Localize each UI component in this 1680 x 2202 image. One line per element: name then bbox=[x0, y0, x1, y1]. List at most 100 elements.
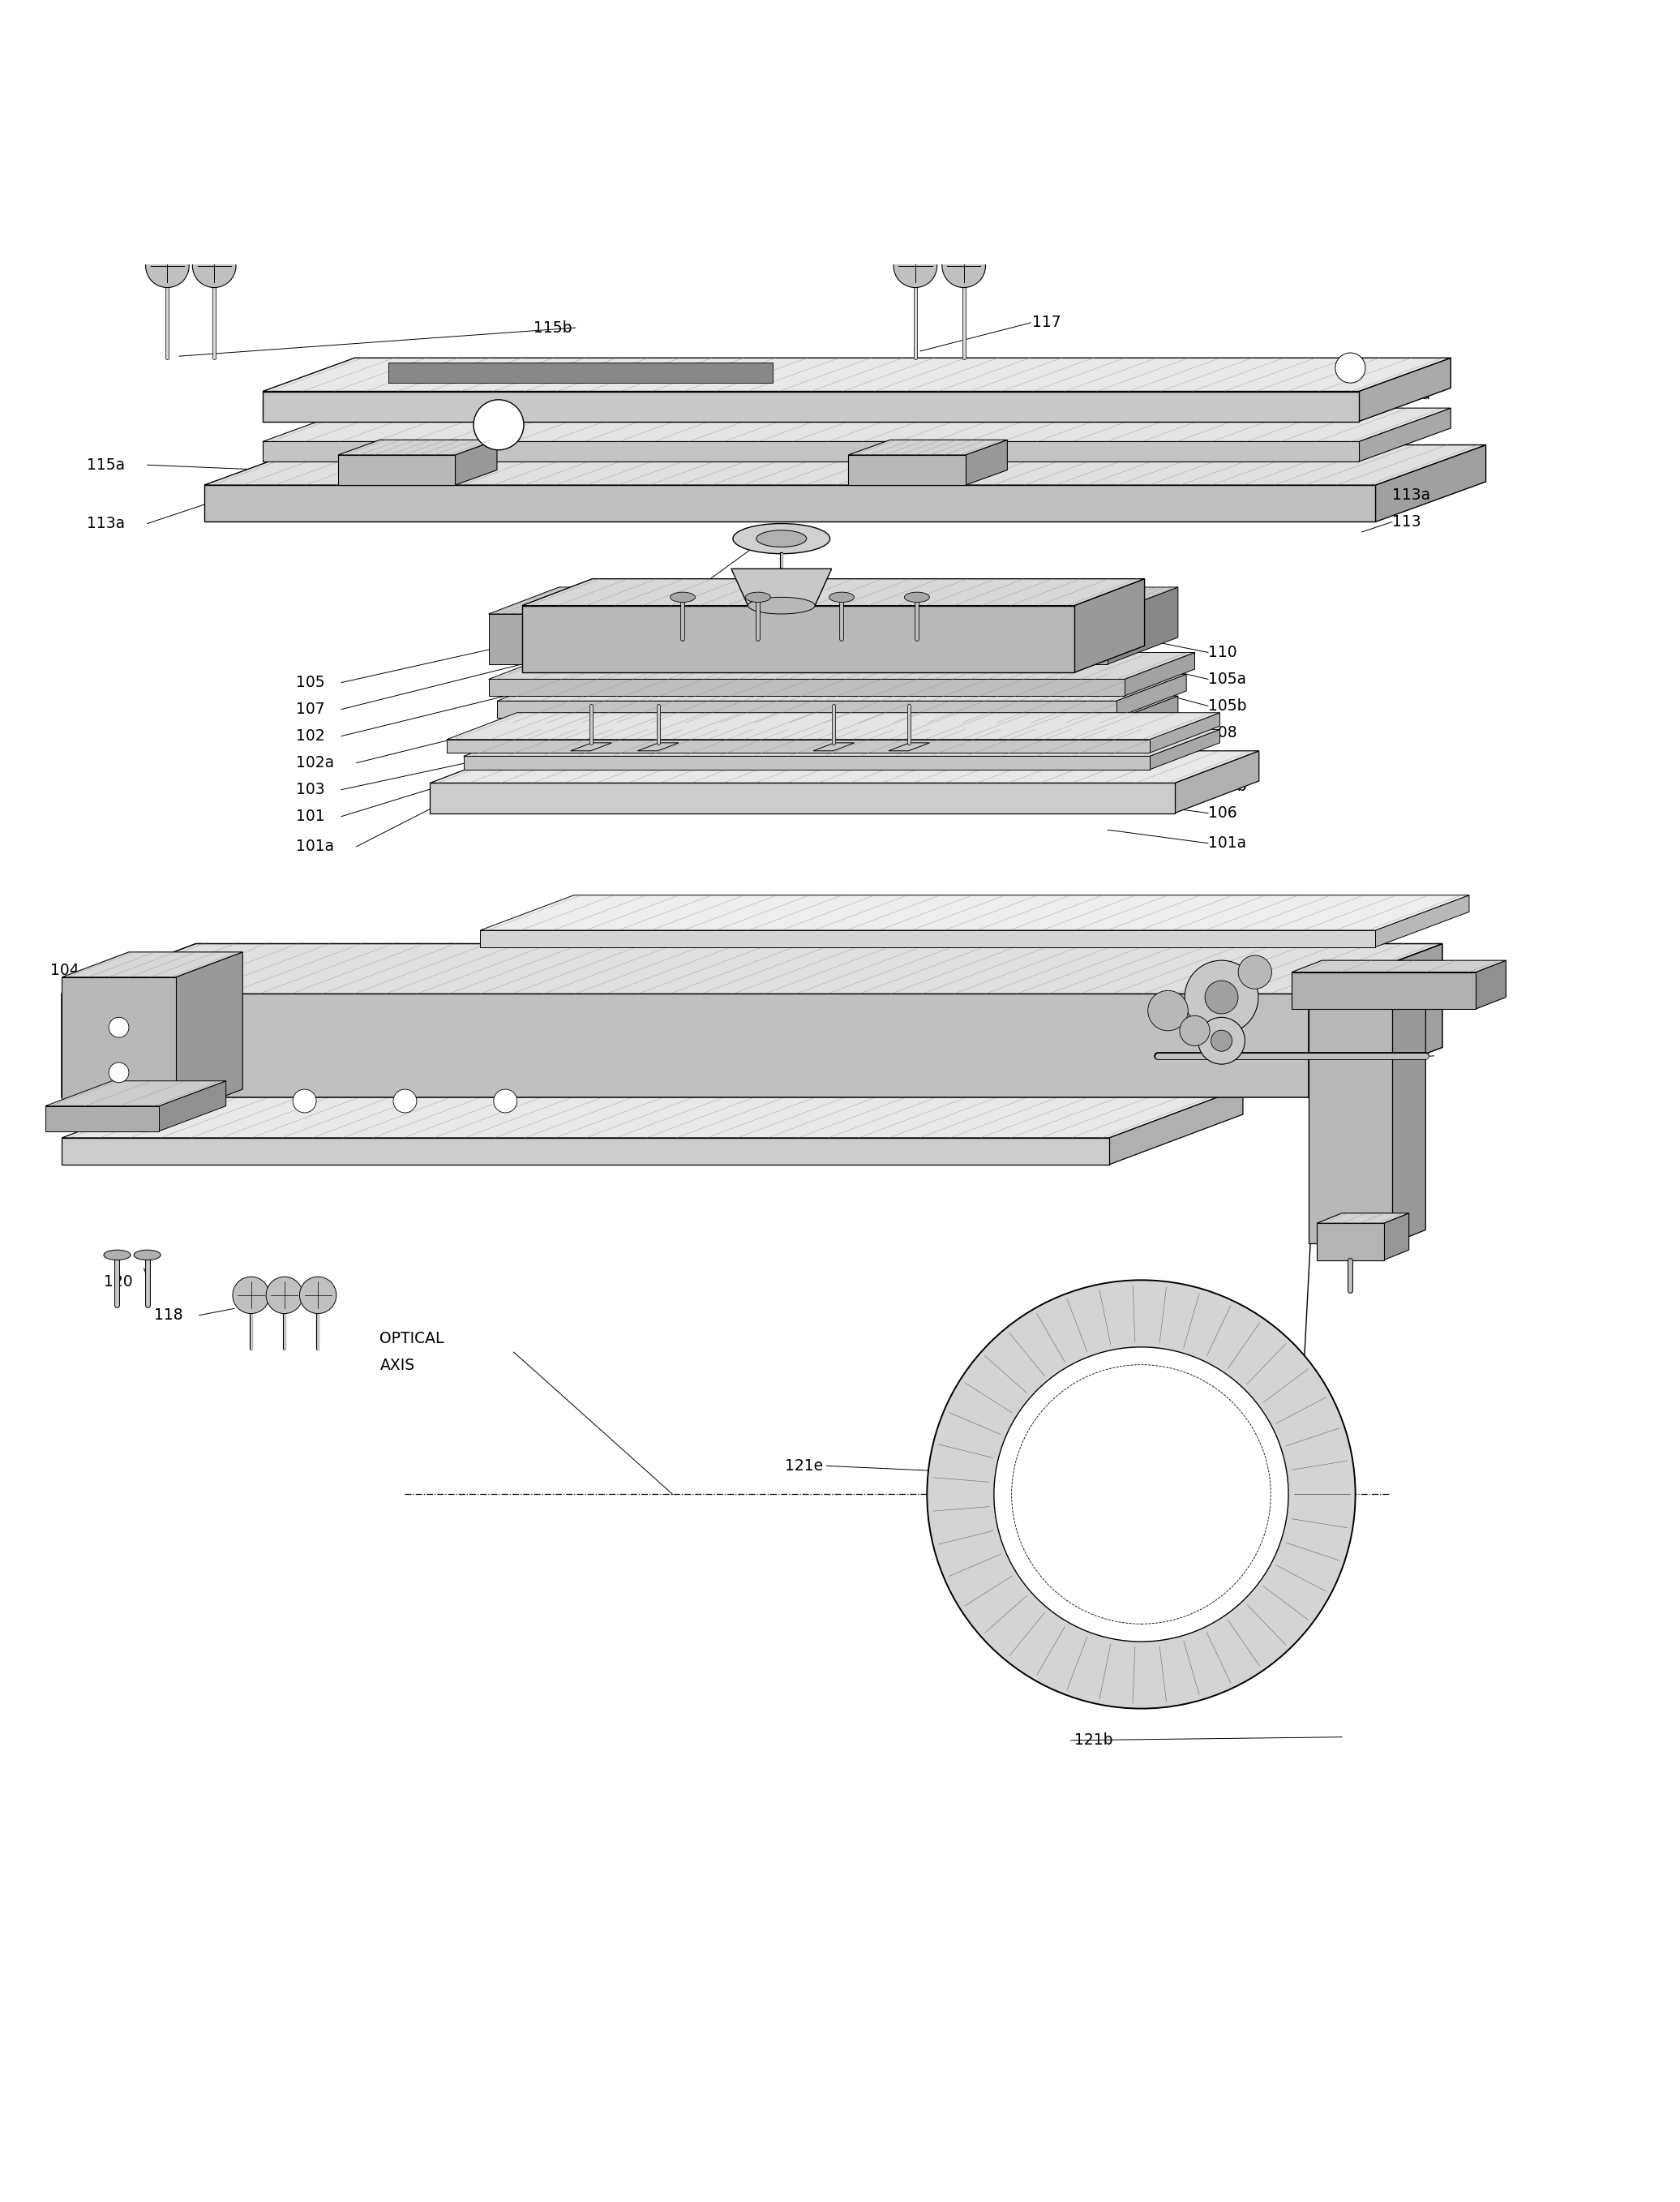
Polygon shape bbox=[637, 742, 679, 751]
Polygon shape bbox=[45, 1105, 160, 1132]
Ellipse shape bbox=[670, 592, 696, 601]
Polygon shape bbox=[1149, 713, 1220, 753]
Text: 121e: 121e bbox=[785, 1458, 823, 1473]
Text: 120: 120 bbox=[104, 1275, 133, 1290]
Circle shape bbox=[494, 1090, 517, 1112]
Circle shape bbox=[265, 1277, 302, 1315]
Ellipse shape bbox=[104, 1251, 131, 1260]
Polygon shape bbox=[497, 674, 1186, 700]
Polygon shape bbox=[1376, 445, 1485, 522]
Polygon shape bbox=[1359, 407, 1452, 462]
Polygon shape bbox=[1174, 751, 1258, 813]
Ellipse shape bbox=[756, 531, 806, 546]
Polygon shape bbox=[522, 606, 1074, 672]
Polygon shape bbox=[388, 363, 773, 383]
Polygon shape bbox=[1065, 614, 1107, 665]
Polygon shape bbox=[447, 740, 1149, 753]
Polygon shape bbox=[262, 407, 1452, 443]
Text: 105: 105 bbox=[296, 674, 326, 689]
Text: 107: 107 bbox=[296, 702, 326, 718]
Circle shape bbox=[109, 1017, 129, 1037]
Polygon shape bbox=[262, 359, 1452, 392]
Polygon shape bbox=[480, 896, 1468, 929]
Text: 123a: 123a bbox=[1326, 896, 1364, 912]
Circle shape bbox=[995, 1348, 1289, 1643]
Polygon shape bbox=[62, 945, 1443, 993]
Text: 115b: 115b bbox=[534, 319, 573, 335]
Polygon shape bbox=[1065, 588, 1178, 614]
Polygon shape bbox=[889, 742, 929, 751]
Text: 105a: 105a bbox=[1208, 672, 1247, 687]
Polygon shape bbox=[1116, 674, 1186, 718]
Text: 123: 123 bbox=[1326, 923, 1354, 938]
Text: AXIS: AXIS bbox=[380, 1359, 415, 1374]
Circle shape bbox=[146, 244, 190, 288]
Polygon shape bbox=[62, 993, 1309, 1097]
Polygon shape bbox=[1317, 1213, 1410, 1222]
Polygon shape bbox=[1393, 980, 1426, 1244]
Polygon shape bbox=[489, 678, 1124, 696]
Ellipse shape bbox=[830, 592, 853, 601]
Polygon shape bbox=[1309, 980, 1426, 993]
Ellipse shape bbox=[134, 1251, 161, 1260]
Text: 101: 101 bbox=[296, 808, 326, 824]
Circle shape bbox=[927, 1279, 1356, 1709]
Polygon shape bbox=[531, 588, 601, 665]
Text: 108: 108 bbox=[1208, 724, 1236, 740]
Circle shape bbox=[109, 1064, 129, 1083]
Polygon shape bbox=[1384, 1213, 1410, 1260]
Circle shape bbox=[1184, 960, 1258, 1035]
Polygon shape bbox=[1124, 652, 1194, 696]
Ellipse shape bbox=[748, 597, 815, 614]
Polygon shape bbox=[506, 722, 1107, 740]
Text: 113a: 113a bbox=[1393, 487, 1430, 502]
Text: 105b: 105b bbox=[1208, 698, 1247, 713]
Text: 121d: 121d bbox=[1376, 1024, 1415, 1039]
Polygon shape bbox=[1376, 896, 1468, 947]
Polygon shape bbox=[489, 652, 1194, 678]
Polygon shape bbox=[430, 751, 1258, 784]
Ellipse shape bbox=[904, 592, 929, 601]
Text: 121c: 121c bbox=[1376, 998, 1413, 1013]
Polygon shape bbox=[447, 713, 1220, 740]
Polygon shape bbox=[731, 568, 832, 606]
Polygon shape bbox=[62, 978, 176, 1114]
Polygon shape bbox=[464, 729, 1220, 755]
Polygon shape bbox=[62, 951, 242, 978]
Text: 103: 103 bbox=[296, 782, 326, 797]
Text: 102a: 102a bbox=[296, 755, 334, 771]
Text: 102: 102 bbox=[296, 729, 326, 744]
Polygon shape bbox=[1107, 588, 1178, 665]
Text: 116: 116 bbox=[96, 1055, 124, 1070]
Polygon shape bbox=[262, 443, 1359, 462]
Polygon shape bbox=[1309, 945, 1443, 1097]
Polygon shape bbox=[1309, 993, 1393, 1244]
Circle shape bbox=[474, 401, 524, 449]
Circle shape bbox=[1336, 352, 1366, 383]
Text: 122: 122 bbox=[1376, 1114, 1404, 1130]
Text: 118: 118 bbox=[155, 1308, 183, 1323]
Polygon shape bbox=[160, 1081, 225, 1132]
Polygon shape bbox=[176, 951, 242, 1114]
Text: 101a: 101a bbox=[1208, 835, 1247, 850]
Text: 119: 119 bbox=[71, 1108, 99, 1123]
Polygon shape bbox=[1149, 729, 1220, 771]
Circle shape bbox=[232, 1277, 269, 1315]
Polygon shape bbox=[1292, 971, 1475, 1009]
Polygon shape bbox=[205, 484, 1376, 522]
Ellipse shape bbox=[746, 592, 771, 601]
Polygon shape bbox=[205, 445, 1485, 484]
Text: 102b: 102b bbox=[1208, 780, 1247, 795]
Text: 121a: 121a bbox=[1376, 1053, 1413, 1068]
Circle shape bbox=[1238, 956, 1272, 989]
Polygon shape bbox=[455, 440, 497, 484]
Polygon shape bbox=[571, 742, 612, 751]
Polygon shape bbox=[62, 1088, 1243, 1138]
Polygon shape bbox=[480, 929, 1376, 947]
Text: 111: 111 bbox=[655, 606, 685, 621]
Text: 112: 112 bbox=[655, 577, 685, 592]
Circle shape bbox=[942, 244, 986, 288]
Circle shape bbox=[299, 1277, 336, 1315]
Text: 116a: 116a bbox=[96, 1081, 134, 1097]
Text: OPTICAL: OPTICAL bbox=[380, 1330, 444, 1345]
